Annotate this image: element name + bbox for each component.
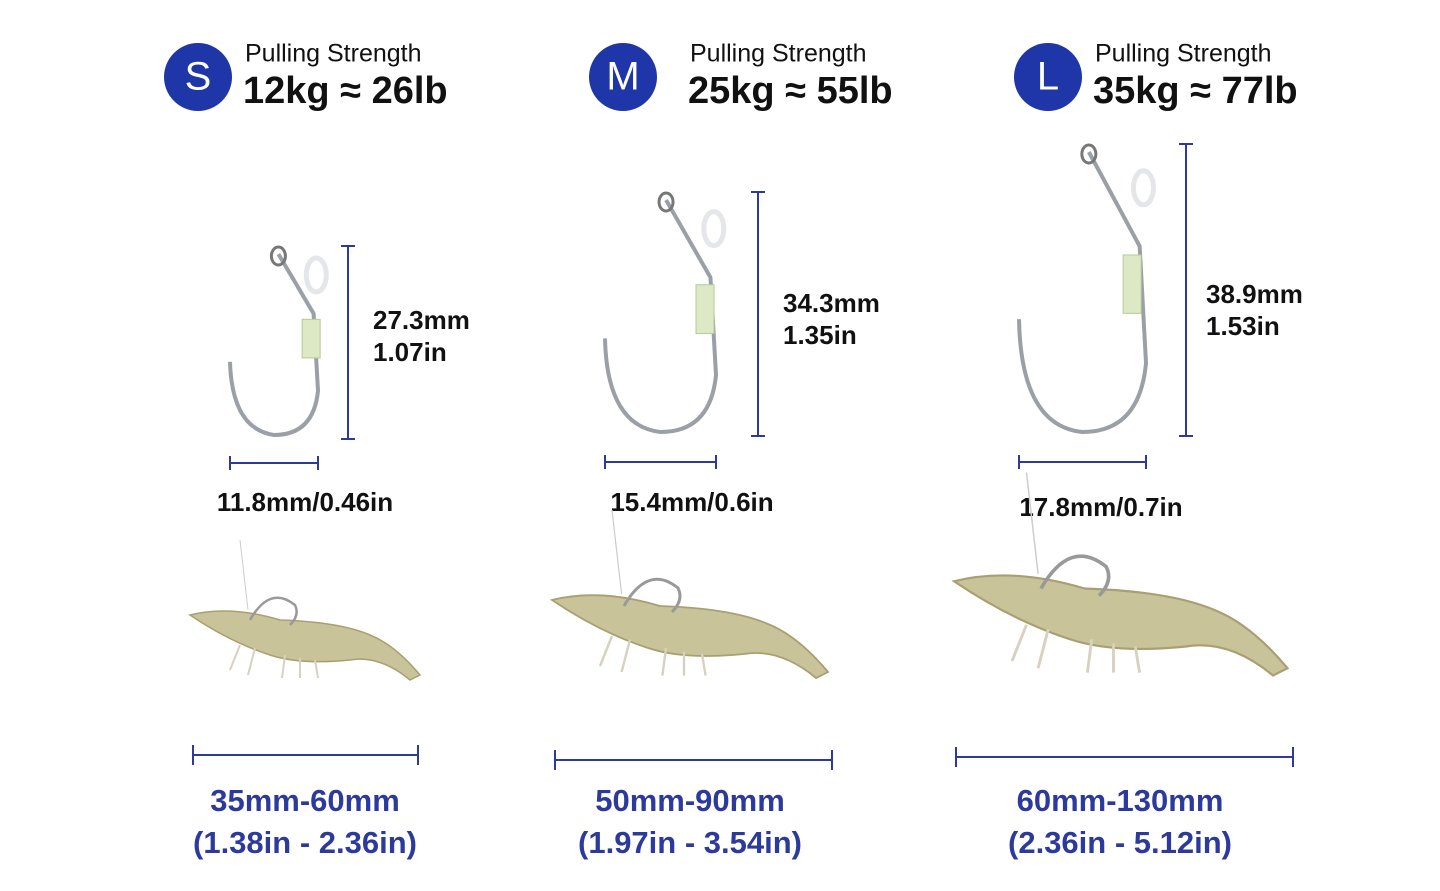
hook-eye bbox=[657, 191, 675, 213]
leader-line bbox=[239, 539, 249, 611]
strength-label: Pulling Strength bbox=[1095, 40, 1272, 68]
shrimp-body bbox=[549, 594, 830, 680]
length-in: (1.38in - 2.36in) bbox=[193, 825, 417, 860]
badge-letter: L bbox=[1037, 55, 1059, 99]
hook-height-in: 1.07in bbox=[373, 337, 447, 367]
badge-letter: M bbox=[606, 55, 639, 99]
shrimp-legs bbox=[598, 635, 707, 676]
hook-height-mm: 38.9mm bbox=[1206, 279, 1303, 309]
strength-value: 35kg ≈ 77lb bbox=[1093, 70, 1298, 112]
strength-value: 12kg ≈ 26lb bbox=[243, 70, 448, 112]
glow-sleeve bbox=[695, 284, 715, 335]
badge-letter: S bbox=[185, 55, 212, 99]
hook bbox=[1017, 151, 1149, 435]
shrimp-body bbox=[951, 574, 1290, 677]
shrimp-body bbox=[188, 610, 422, 681]
length-in: (2.36in - 5.12in) bbox=[1008, 825, 1232, 860]
size-badge bbox=[164, 43, 232, 111]
hook-width: 17.8mm/0.7in bbox=[1019, 492, 1182, 522]
hook-height-in: 1.35in bbox=[783, 320, 857, 350]
shrimp-legs bbox=[1010, 624, 1142, 673]
hook-width: 15.4mm/0.6in bbox=[610, 487, 773, 517]
hook-eye bbox=[269, 245, 287, 267]
strength-value: 25kg ≈ 55lb bbox=[688, 70, 893, 112]
strength-label: Pulling Strength bbox=[690, 40, 867, 68]
leader-line bbox=[611, 509, 623, 595]
shrimp-hook bbox=[1039, 554, 1111, 598]
hook-width: 11.8mm/0.46in bbox=[217, 487, 393, 517]
hook-height-mm: 27.3mm bbox=[373, 305, 470, 335]
hook bbox=[603, 199, 719, 435]
length-mm: 35mm-60mm bbox=[210, 783, 400, 818]
shrimp-hook bbox=[622, 577, 682, 614]
hook-height-mm: 34.3mm bbox=[783, 288, 880, 318]
shrimp bbox=[951, 472, 1290, 677]
length-mm: 50mm-90mm bbox=[595, 783, 785, 818]
hook-ring bbox=[303, 255, 329, 295]
size-badge bbox=[589, 43, 657, 111]
hook-ring bbox=[1130, 168, 1156, 208]
hook-ring bbox=[701, 209, 727, 249]
shrimp bbox=[549, 509, 830, 680]
hook-height-in: 1.53in bbox=[1206, 311, 1280, 341]
strength-label: Pulling Strength bbox=[245, 40, 422, 68]
length-in: (1.97in - 3.54in) bbox=[578, 825, 802, 860]
leader-line bbox=[1025, 472, 1039, 575]
glow-sleeve bbox=[301, 318, 321, 359]
hook-eye bbox=[1080, 143, 1098, 165]
hook bbox=[228, 252, 321, 438]
shrimp bbox=[188, 539, 422, 681]
shrimp-hook bbox=[248, 596, 298, 626]
shrimp-legs bbox=[229, 644, 319, 679]
glow-sleeve bbox=[1122, 254, 1142, 314]
length-mm: 60mm-130mm bbox=[1017, 783, 1224, 818]
size-badge bbox=[1014, 43, 1082, 111]
